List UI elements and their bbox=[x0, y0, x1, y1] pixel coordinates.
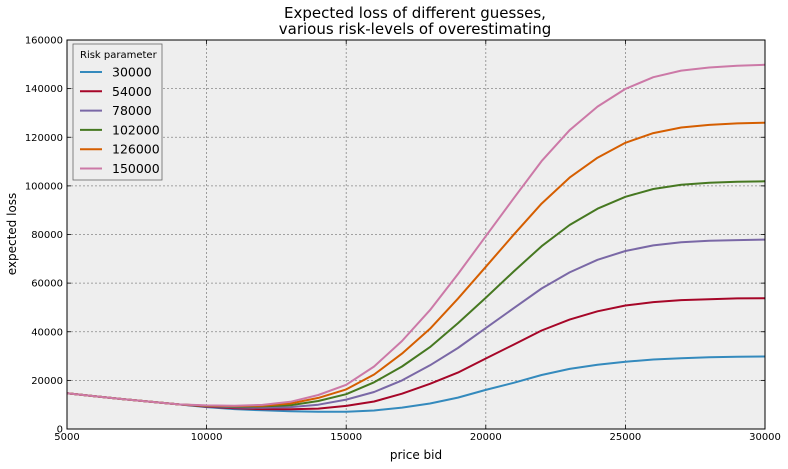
legend-box bbox=[72, 43, 163, 181]
chart-title-line-1: Expected loss of different guesses, bbox=[284, 4, 546, 22]
legend-label-30000: 30000 bbox=[112, 65, 152, 80]
chart-title-line-2: various risk-levels of overestimating bbox=[279, 20, 552, 38]
x-tick-label: 20000 bbox=[470, 432, 502, 443]
x-axis-label: price bid bbox=[390, 448, 442, 462]
x-tick-label: 25000 bbox=[609, 432, 641, 443]
legend-label-150000: 150000 bbox=[112, 161, 160, 176]
y-axis-label: expected loss bbox=[5, 193, 19, 276]
legend-label-126000: 126000 bbox=[112, 142, 160, 157]
x-tick-label: 30000 bbox=[749, 432, 781, 443]
series-lines bbox=[66, 63, 766, 413]
legend-label-102000: 102000 bbox=[112, 122, 160, 137]
x-tick-label: 5000 bbox=[54, 432, 79, 443]
x-axis-ticks: 5000 10000 15000 20000 25000 30000 bbox=[54, 40, 781, 443]
series-line-150000 bbox=[66, 63, 766, 407]
y-tick-label: 20000 bbox=[31, 376, 63, 387]
y-tick-label: 80000 bbox=[31, 230, 63, 241]
x-tick-label: 15000 bbox=[330, 432, 362, 443]
y-tick-label: 40000 bbox=[31, 327, 63, 338]
y-tick-label: 100000 bbox=[25, 181, 63, 192]
y-tick-label: 0 bbox=[57, 425, 63, 436]
y-tick-label: 120000 bbox=[25, 133, 63, 144]
y-tick-label: 140000 bbox=[25, 84, 63, 95]
legend-title: Risk parameter bbox=[80, 50, 158, 61]
legend: Risk parameter 30000 54000 78000 102000 1260… bbox=[72, 43, 163, 181]
legend-label-78000: 78000 bbox=[112, 103, 152, 118]
legend-label-54000: 54000 bbox=[112, 84, 152, 99]
x-tick-label: 10000 bbox=[191, 432, 223, 443]
y-tick-label: 160000 bbox=[25, 36, 63, 47]
y-tick-label: 60000 bbox=[31, 279, 63, 290]
y-axis-ticks: 0 20000 40000 60000 80000 100000 120000 140000 1… bbox=[25, 36, 765, 436]
